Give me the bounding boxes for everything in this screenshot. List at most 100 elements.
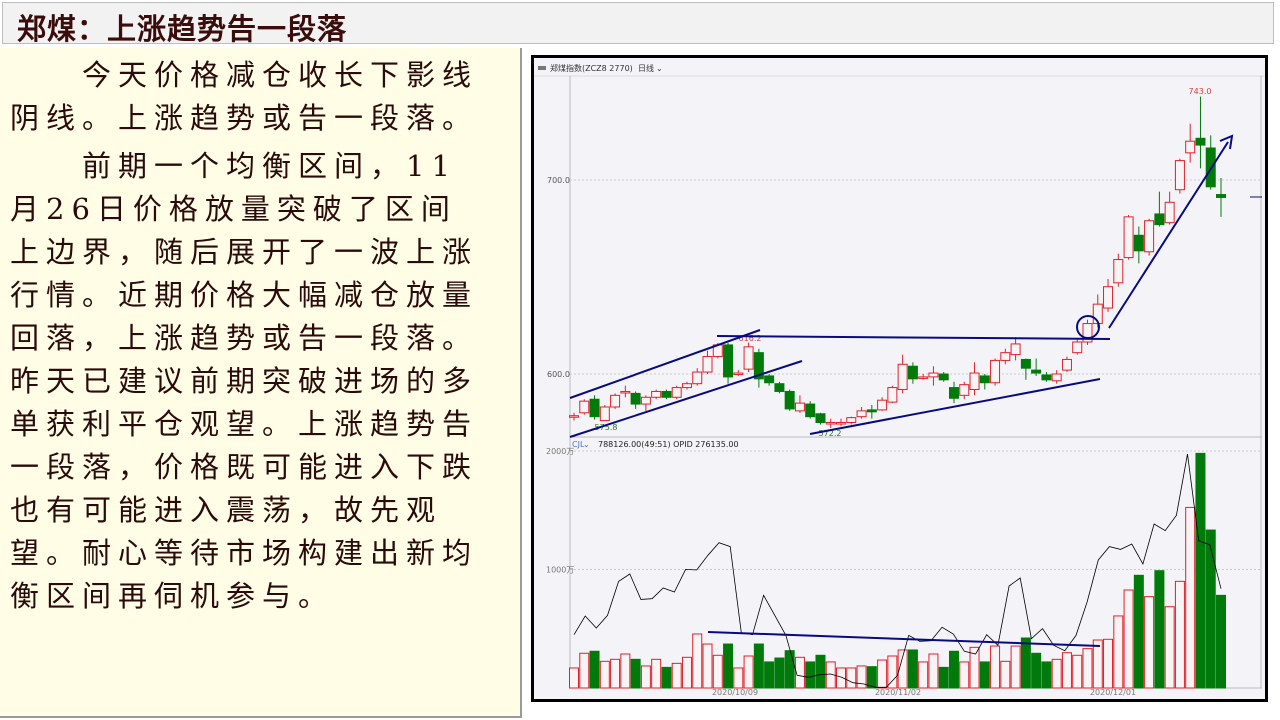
candle	[1082, 319, 1093, 345]
candle-body	[928, 372, 939, 378]
volume-bar	[815, 654, 826, 689]
volume-bar	[897, 649, 908, 689]
chevron-down-icon[interactable]: ⌄	[656, 64, 663, 73]
volume-bar	[1133, 574, 1144, 689]
candle-body	[887, 387, 898, 403]
indicator-name[interactable]: CJL	[572, 440, 585, 449]
candle	[969, 362, 980, 396]
candle-body	[671, 387, 682, 398]
volume-bar	[784, 650, 795, 689]
volume-bar	[1164, 606, 1175, 689]
candle-body	[733, 372, 744, 376]
candle-body	[630, 392, 641, 405]
volume-bar	[938, 666, 949, 689]
commentary-panel: 今天价格减仓收长下影线阴线。上涨趋势或告一段落。 前期一个均衡区间，11月26日…	[0, 48, 522, 718]
candle-body	[599, 406, 610, 422]
candle	[805, 401, 816, 419]
candle	[1174, 158, 1185, 194]
price-tick-label: 700.0	[547, 176, 570, 185]
candle	[620, 385, 631, 398]
period-selector[interactable]: 日线	[638, 63, 654, 73]
trend-annotations	[569, 134, 1234, 647]
candle	[866, 405, 877, 419]
channel-upper-line	[569, 329, 761, 399]
volume-bar	[856, 665, 867, 689]
chevron-down-icon[interactable]: ⌄	[583, 440, 590, 449]
volume-bar	[1020, 637, 1031, 689]
menu-icon[interactable]	[538, 66, 546, 70]
candle-body	[610, 394, 621, 408]
candle	[1113, 253, 1124, 287]
candle	[702, 350, 713, 374]
candle	[569, 412, 579, 421]
volume-bar	[1082, 648, 1093, 689]
candle	[723, 342, 734, 384]
candle-body	[661, 390, 672, 398]
candle	[774, 381, 785, 394]
price-annotation-label: 616.2	[739, 334, 762, 343]
candle-body	[856, 410, 867, 418]
candle-body	[805, 403, 816, 418]
candle-body	[1061, 358, 1072, 371]
volume-bar	[1000, 660, 1011, 689]
candle	[1123, 214, 1134, 260]
instrument-label[interactable]: 郑煤指数(ZCZ8 2770)	[550, 63, 633, 73]
candle-body	[877, 399, 888, 411]
candle	[1031, 358, 1042, 376]
volume-bar	[1061, 652, 1072, 689]
date-tick-label: 2020/12/01	[1090, 688, 1136, 697]
volume-bar	[1103, 638, 1114, 689]
candle	[692, 368, 703, 386]
candle-body	[1164, 201, 1175, 224]
volume-bar	[692, 633, 703, 689]
volume-bar	[579, 652, 590, 689]
candle-body	[1041, 374, 1052, 381]
candle	[1000, 348, 1011, 365]
candle	[1010, 337, 1021, 361]
candle-body	[1000, 352, 1011, 361]
candle	[1216, 178, 1226, 217]
candle	[928, 366, 939, 386]
volume-bar	[877, 659, 888, 689]
range-lower-boundary	[809, 378, 1101, 435]
candle-body	[1154, 213, 1165, 226]
volume-bar	[753, 643, 764, 689]
candle-body	[579, 400, 590, 414]
volume-bar	[651, 658, 662, 689]
candle	[1103, 278, 1114, 312]
candle-body	[938, 373, 949, 381]
volume-bar	[1010, 645, 1021, 689]
candle-body	[948, 387, 959, 399]
volume-bar	[1092, 639, 1103, 689]
candle	[1041, 372, 1052, 382]
volume-bar	[805, 661, 816, 689]
candle	[794, 395, 805, 413]
volume-bar	[743, 655, 754, 689]
candle	[938, 372, 949, 382]
candle	[630, 391, 641, 409]
candle	[887, 385, 898, 404]
candle	[640, 395, 651, 411]
candle	[897, 354, 908, 394]
candle	[836, 418, 847, 427]
volume-bar	[928, 653, 939, 689]
uptrend-arrow	[1108, 141, 1229, 329]
channel-lower-line	[569, 360, 803, 438]
candle-body	[753, 352, 764, 380]
candle	[1020, 358, 1031, 380]
candle-body	[1174, 160, 1185, 191]
candle	[959, 381, 970, 400]
candle	[651, 389, 662, 400]
candle	[846, 416, 857, 425]
candle	[1133, 226, 1144, 264]
candle	[990, 358, 1001, 386]
candle-body	[692, 371, 703, 385]
volume-bar	[959, 661, 970, 689]
slide-title: 郑煤：上涨趋势告一段落	[17, 12, 348, 46]
title-bar: 郑煤：上涨趋势告一段落	[2, 2, 1274, 46]
price-tick-label: 600.0	[547, 370, 570, 379]
chart-canvas[interactable]: 郑煤指数(ZCZ8 2770) 日线 ⌄ 700.0 600.0 2000万 100…	[534, 58, 1265, 699]
date-tick-label: 2020/10/09	[712, 688, 758, 697]
candle	[599, 405, 610, 422]
commentary-paragraph-1: 今天价格减仓收长下影线阴线。上涨趋势或告一段落。	[10, 58, 479, 135]
